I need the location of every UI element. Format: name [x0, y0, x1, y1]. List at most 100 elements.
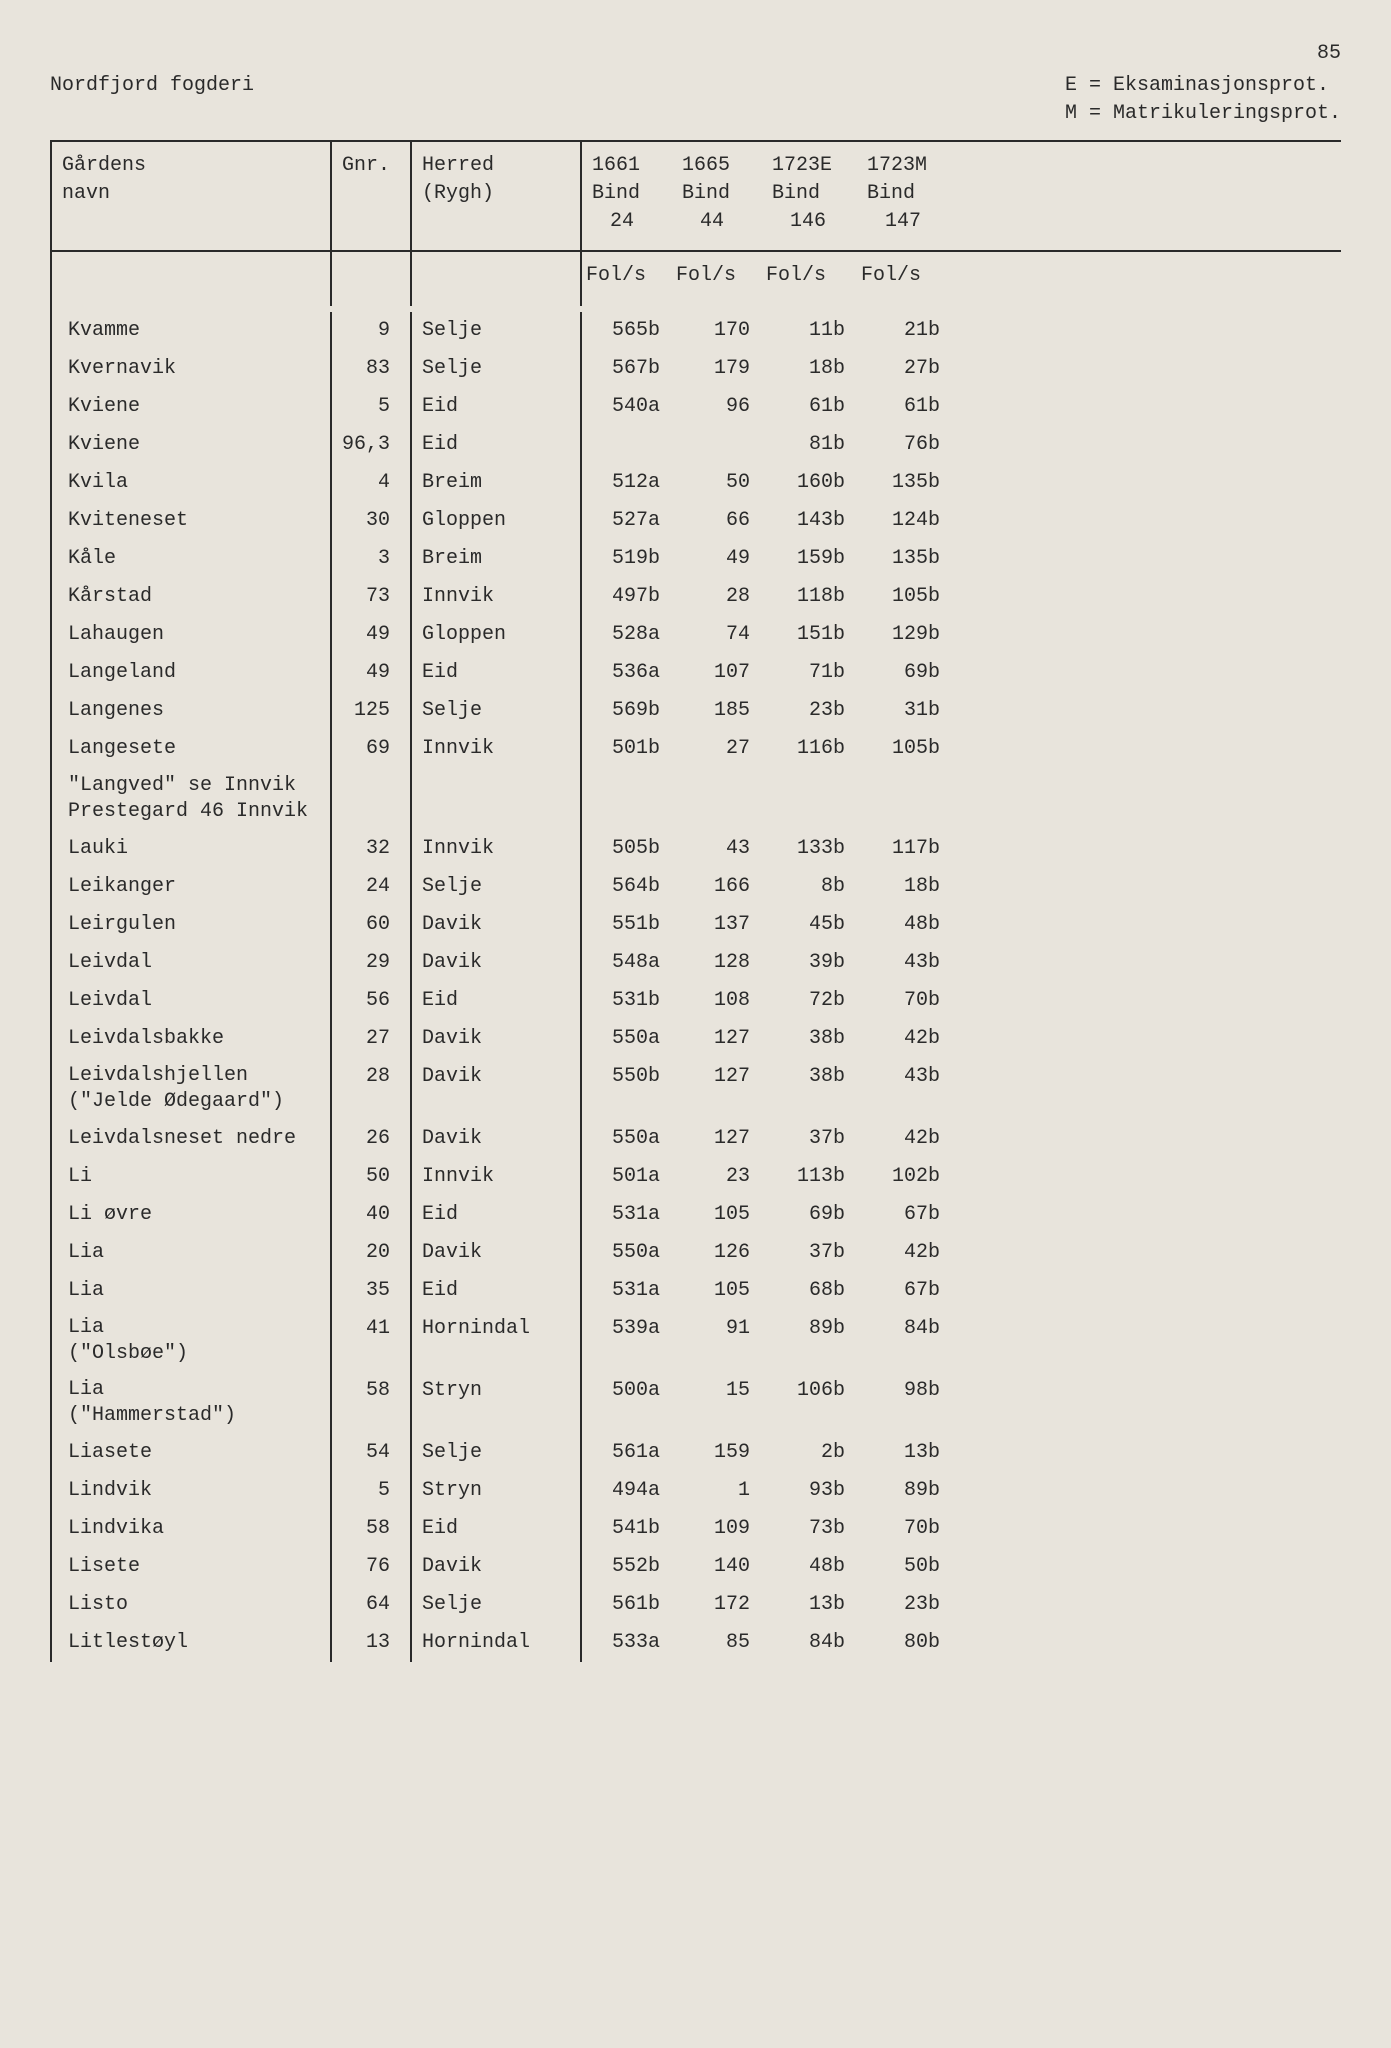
cell-herred: Davik — [412, 1120, 582, 1158]
col-b1: 24 — [592, 208, 662, 236]
cell-v2: 127 — [672, 1058, 762, 1120]
cell-v2: 172 — [672, 1586, 762, 1624]
col-bind-3: Bind — [772, 180, 847, 208]
table-body: Kvamme9Selje565b17011b21bKvernavik83Selj… — [52, 306, 1341, 1662]
cell-v2: 27 — [672, 730, 762, 768]
cell-v1: 565b — [582, 312, 672, 350]
legend-m: M = Matrikuleringsprot. — [1065, 100, 1341, 128]
cell-gnr: 26 — [332, 1120, 412, 1158]
table-row: "Langved" se InnvikPrestegard 46 Innvik — [52, 768, 1341, 830]
cell-name: Leivdalsneset nedre — [52, 1120, 332, 1158]
cell-v3: 143b — [762, 502, 857, 540]
col-name-l2: navn — [62, 180, 320, 208]
cell-gnr: 49 — [332, 616, 412, 654]
cell-v4: 21b — [857, 312, 952, 350]
table-row: Listo64Selje561b17213b23b — [52, 1586, 1341, 1624]
cell-v1: 564b — [582, 868, 672, 906]
cell-v4: 70b — [857, 1510, 952, 1548]
cell-gnr: 50 — [332, 1158, 412, 1196]
table-header: Gårdens navn Gnr. Herred (Rygh) 1661 Bin… — [52, 142, 1341, 252]
table-row: Lindvika58Eid541b10973b70b — [52, 1510, 1341, 1548]
cell-v4: 42b — [857, 1020, 952, 1058]
cell-name: Leivdal — [52, 982, 332, 1020]
cell-v1: 551b — [582, 906, 672, 944]
cell-v2: 28 — [672, 578, 762, 616]
cell-herred: Eid — [412, 388, 582, 426]
table-row: Kviteneset30Gloppen527a66143b124b — [52, 502, 1341, 540]
cell-gnr: 24 — [332, 868, 412, 906]
cell-v3: 2b — [762, 1434, 857, 1472]
cell-gnr — [332, 768, 412, 830]
cell-v4: 98b — [857, 1372, 952, 1434]
cell-v1: 531a — [582, 1196, 672, 1234]
cell-v4: 48b — [857, 906, 952, 944]
cell-herred: Innvik — [412, 578, 582, 616]
cell-gnr: 29 — [332, 944, 412, 982]
cell-v2: 128 — [672, 944, 762, 982]
cell-v3: 68b — [762, 1272, 857, 1310]
table-row: Lia("Hammerstad")58Stryn500a15106b98b — [52, 1372, 1341, 1434]
cell-herred: Selje — [412, 350, 582, 388]
cell-name: Lahaugen — [52, 616, 332, 654]
cell-herred: Eid — [412, 654, 582, 692]
table-row: Leivdalsbakke27Davik550a12738b42b — [52, 1020, 1341, 1058]
cell-name: Kårstad — [52, 578, 332, 616]
cell-v1: 531a — [582, 1272, 672, 1310]
cell-v2: 23 — [672, 1158, 762, 1196]
col-y2: 1665 — [682, 152, 752, 180]
cell-herred: Davik — [412, 1020, 582, 1058]
legend-block: E = Eksaminasjonsprot. M = Matrikulering… — [1065, 72, 1341, 128]
cell-v3: 38b — [762, 1058, 857, 1120]
table-row: Langeland49Eid536a10771b69b — [52, 654, 1341, 692]
cell-herred: Stryn — [412, 1372, 582, 1434]
cell-v2 — [672, 768, 762, 830]
cell-gnr: 64 — [332, 1586, 412, 1624]
cell-v1: 569b — [582, 692, 672, 730]
cell-name: Leirgulen — [52, 906, 332, 944]
cell-name: Kvila — [52, 464, 332, 502]
fols-4: Fol/s — [857, 252, 952, 306]
cell-herred: Eid — [412, 1196, 582, 1234]
cell-v3: 45b — [762, 906, 857, 944]
cell-v1: 561b — [582, 1586, 672, 1624]
cell-v2: 43 — [672, 830, 762, 868]
cell-v4: 23b — [857, 1586, 952, 1624]
cell-name: Langenes — [52, 692, 332, 730]
cell-v1: 505b — [582, 830, 672, 868]
cell-v1: 541b — [582, 1510, 672, 1548]
cell-name: Lindvik — [52, 1472, 332, 1510]
cell-v1: 536a — [582, 654, 672, 692]
cell-v1: 552b — [582, 1548, 672, 1586]
cell-v2: 74 — [672, 616, 762, 654]
cell-gnr: 76 — [332, 1548, 412, 1586]
cell-herred: Davik — [412, 1234, 582, 1272]
cell-v4: 43b — [857, 944, 952, 982]
cell-v3: 8b — [762, 868, 857, 906]
cell-v4: 102b — [857, 1158, 952, 1196]
cell-v4: 27b — [857, 350, 952, 388]
col-b2: 44 — [682, 208, 752, 236]
cell-name: Langesete — [52, 730, 332, 768]
cell-v4: 18b — [857, 868, 952, 906]
cell-gnr: 32 — [332, 830, 412, 868]
cell-name: Listo — [52, 1586, 332, 1624]
cell-herred: Innvik — [412, 730, 582, 768]
cell-v1: 561a — [582, 1434, 672, 1472]
cell-v2 — [672, 426, 762, 464]
cell-v3: 18b — [762, 350, 857, 388]
col-bind-2: Bind — [682, 180, 752, 208]
cell-herred: Davik — [412, 1058, 582, 1120]
table-row: Langesete69Innvik501b27116b105b — [52, 730, 1341, 768]
cell-v4: 80b — [857, 1624, 952, 1662]
cell-v3: 84b — [762, 1624, 857, 1662]
table-row: Kviene5Eid540a9661b61b — [52, 388, 1341, 426]
cell-gnr: 28 — [332, 1058, 412, 1120]
cell-v3: 23b — [762, 692, 857, 730]
col-herred-l1: Herred — [422, 152, 570, 180]
cell-v4: 42b — [857, 1234, 952, 1272]
col-herred: Herred (Rygh) — [412, 142, 582, 250]
cell-herred: Selje — [412, 692, 582, 730]
cell-v2: 107 — [672, 654, 762, 692]
cell-v4: 117b — [857, 830, 952, 868]
index-table: Gårdens navn Gnr. Herred (Rygh) 1661 Bin… — [50, 140, 1341, 1662]
